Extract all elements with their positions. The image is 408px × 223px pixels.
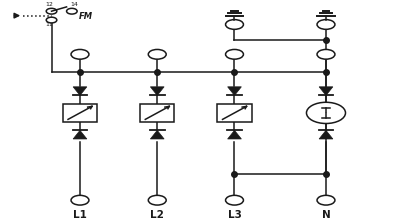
Circle shape — [317, 20, 335, 29]
Polygon shape — [319, 87, 333, 95]
Text: 11: 11 — [46, 22, 53, 27]
Circle shape — [46, 8, 57, 14]
Bar — [217, 104, 252, 122]
Polygon shape — [73, 87, 87, 95]
Circle shape — [317, 195, 335, 205]
Polygon shape — [151, 87, 164, 95]
Circle shape — [46, 17, 57, 23]
Circle shape — [306, 102, 346, 124]
Text: L3: L3 — [228, 210, 242, 220]
Circle shape — [317, 50, 335, 59]
Text: 12: 12 — [46, 2, 53, 7]
Text: L2: L2 — [150, 210, 164, 220]
Polygon shape — [151, 130, 164, 139]
Polygon shape — [319, 130, 333, 139]
Circle shape — [71, 195, 89, 205]
Polygon shape — [73, 130, 87, 139]
Polygon shape — [228, 130, 242, 139]
Circle shape — [148, 50, 166, 59]
Bar — [140, 104, 174, 122]
Circle shape — [148, 195, 166, 205]
Polygon shape — [228, 87, 242, 95]
Circle shape — [226, 50, 244, 59]
Circle shape — [226, 20, 244, 29]
Text: N: N — [322, 210, 330, 220]
Text: L1: L1 — [73, 210, 87, 220]
Circle shape — [71, 50, 89, 59]
Text: 14: 14 — [70, 2, 78, 7]
Circle shape — [226, 195, 244, 205]
Bar — [63, 104, 97, 122]
Text: FM: FM — [79, 12, 93, 21]
Circle shape — [67, 8, 77, 14]
